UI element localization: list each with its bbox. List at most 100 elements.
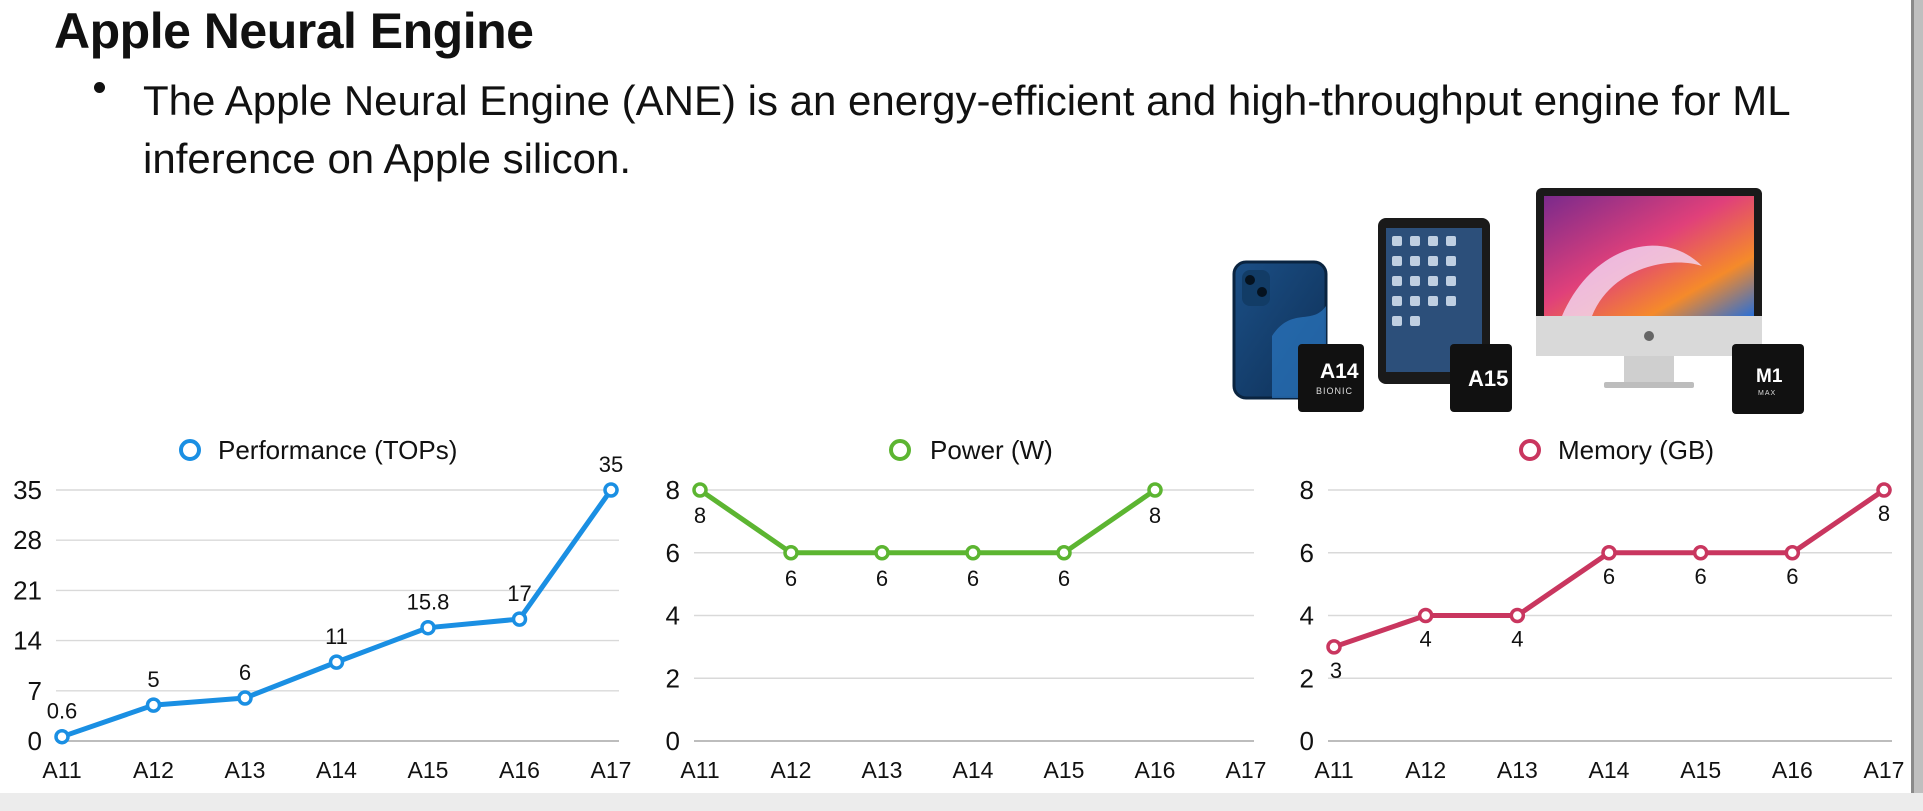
data-label: 15.8 xyxy=(407,590,450,615)
x-tick-label: A16 xyxy=(1135,757,1176,783)
x-tick-label: A15 xyxy=(1044,757,1085,783)
data-label: 3 xyxy=(1330,658,1342,683)
data-label: 8 xyxy=(1149,503,1161,528)
x-tick-label: A13 xyxy=(1497,757,1538,783)
data-point xyxy=(54,728,70,745)
data-point xyxy=(328,654,345,670)
x-tick-label: A12 xyxy=(1405,757,1446,783)
x-tick-label: A17 xyxy=(591,757,632,783)
data-label: 35 xyxy=(599,452,623,477)
y-tick-label: 4 xyxy=(1300,601,1314,631)
x-tick-label: A16 xyxy=(1772,757,1813,783)
data-label: 8 xyxy=(1878,501,1890,526)
data-label: 5 xyxy=(147,667,159,692)
memory-chart: Memory (GB) 0 2 4 6 8 A11 A12 A13 A14 A15 A16 A17 3 4 4… xyxy=(1300,435,1905,783)
a14-chip-badge: A14 BIONIC xyxy=(1298,344,1364,412)
x-tick-label: A12 xyxy=(771,757,812,783)
x-tick-label: A17 xyxy=(1864,757,1905,783)
legend-label: Performance (TOPs) xyxy=(218,435,457,465)
data-point xyxy=(1692,545,1709,561)
bullet-text: The Apple Neural Engine (ANE) is an ener… xyxy=(143,77,1789,182)
data-point xyxy=(1509,607,1526,624)
data-point xyxy=(1876,482,1892,498)
data-label: 4 xyxy=(1420,627,1432,652)
a15-chip-label: A15 xyxy=(1468,366,1509,391)
data-point xyxy=(1056,545,1072,561)
data-point xyxy=(783,545,799,561)
data-point xyxy=(965,545,981,561)
bottom-strip xyxy=(0,793,1923,811)
x-tick-label: A12 xyxy=(133,757,174,783)
data-label: 6 xyxy=(1695,564,1707,589)
data-point xyxy=(511,611,528,627)
window-scrollbar[interactable] xyxy=(1914,0,1923,811)
x-tick-label: A15 xyxy=(1680,757,1721,783)
data-point xyxy=(1601,545,1617,561)
data-label: 6 xyxy=(1058,566,1070,591)
legend-marker-icon xyxy=(1519,439,1541,461)
y-tick-label: 35 xyxy=(13,475,42,505)
data-point xyxy=(692,482,708,498)
x-tick-label: A15 xyxy=(408,757,449,783)
data-label: 6 xyxy=(785,566,797,591)
a14-chip-label: A14 xyxy=(1320,360,1359,383)
y-tick-label: 8 xyxy=(1300,475,1314,505)
devices-graphic xyxy=(1232,188,1762,400)
data-point xyxy=(420,619,436,636)
data-point xyxy=(1784,545,1801,561)
x-tick-label: A17 xyxy=(1226,757,1267,783)
x-tick-label: A14 xyxy=(953,757,994,783)
data-label: 6 xyxy=(1786,564,1798,589)
imac-icon xyxy=(1536,188,1762,388)
series-line xyxy=(697,487,1158,556)
data-point xyxy=(1326,639,1342,655)
m1-chip-badge: M1 MAX xyxy=(1732,344,1804,414)
data-label: 0.6 xyxy=(47,699,78,724)
y-tick-label: 28 xyxy=(13,525,42,555)
bullet-icon xyxy=(94,82,105,93)
data-point xyxy=(874,545,890,561)
data-label: 17 xyxy=(507,581,531,606)
legend-marker-icon xyxy=(889,439,911,461)
y-tick-label: 4 xyxy=(666,601,680,631)
y-tick-label: 0 xyxy=(666,726,680,756)
x-tick-label: A16 xyxy=(499,757,540,783)
x-tick-label: A11 xyxy=(42,757,81,783)
y-tick-label: 6 xyxy=(1300,538,1314,568)
y-tick-label: 0 xyxy=(28,726,42,756)
a14-chip-sub: BIONIC xyxy=(1316,386,1354,396)
page-title: Apple Neural Engine xyxy=(54,3,534,59)
data-point xyxy=(1417,607,1434,624)
m1-chip-label: M1 xyxy=(1756,366,1783,387)
x-tick-label: A13 xyxy=(862,757,903,783)
a15-chip-badge: A15 xyxy=(1450,344,1512,412)
y-tick-label: 2 xyxy=(1300,663,1314,693)
y-tick-label: 14 xyxy=(13,626,42,656)
m1-chip-sub: MAX xyxy=(1758,390,1777,397)
y-tick-label: 0 xyxy=(1300,726,1314,756)
x-tick-label: A14 xyxy=(1589,757,1630,783)
y-tick-label: 7 xyxy=(28,676,42,706)
data-label: 8 xyxy=(694,503,706,528)
series-line xyxy=(59,487,614,740)
legend-label: Memory (GB) xyxy=(1558,435,1714,465)
data-label: 11 xyxy=(325,624,348,649)
y-tick-label: 21 xyxy=(13,575,42,605)
data-point xyxy=(237,690,253,706)
y-tick-label: 8 xyxy=(666,475,680,505)
data-label: 6 xyxy=(876,566,888,591)
legend-label: Power (W) xyxy=(930,435,1053,465)
y-tick-label: 6 xyxy=(666,538,680,568)
data-point xyxy=(145,697,162,713)
data-label: 6 xyxy=(967,566,979,591)
x-tick-label: A11 xyxy=(1314,757,1353,783)
x-tick-label: A13 xyxy=(225,757,266,783)
data-label: 6 xyxy=(1603,564,1615,589)
apple-devices-illustration: A14 BIONIC A15 M1 MAX xyxy=(1232,186,1810,416)
window-edge xyxy=(1911,0,1914,811)
x-tick-label: A11 xyxy=(680,757,719,783)
x-tick-label: A14 xyxy=(316,757,357,783)
performance-chart: Performance (TOPs) 0 7 14 21 28 35 A11 A12 A13 A14… xyxy=(13,435,632,783)
data-point xyxy=(1147,482,1163,498)
